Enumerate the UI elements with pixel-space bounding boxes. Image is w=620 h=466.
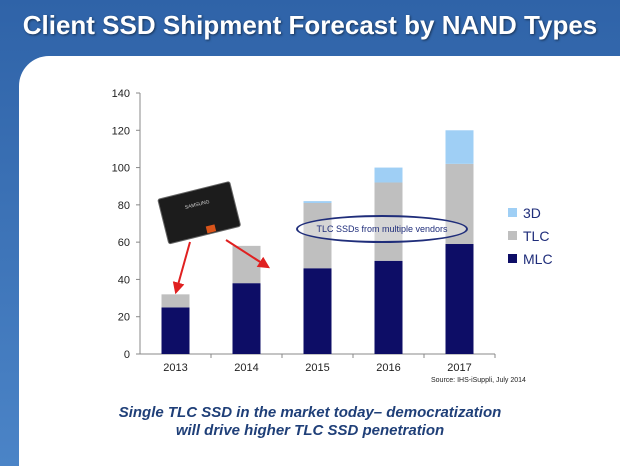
bar-mlc-2015 bbox=[303, 268, 332, 354]
caption-line-1: Single TLC SSD in the market today– demo… bbox=[118, 404, 502, 421]
legend-item-tlc: TLC bbox=[508, 224, 553, 247]
arrow-to-2013 bbox=[172, 241, 191, 295]
legend-item-3d: 3D bbox=[508, 201, 553, 224]
y-tick-label: 40 bbox=[118, 274, 130, 286]
ssd-body bbox=[157, 181, 241, 245]
legend-label-mlc: MLC bbox=[523, 250, 553, 267]
tlc-callout: TLC SSDs from multiple vendors bbox=[296, 215, 468, 243]
x-tick-label: 2013 bbox=[163, 362, 187, 374]
y-tick-label: 0 bbox=[124, 349, 130, 361]
page-title: Client SSD Shipment Forecast by NAND Typ… bbox=[22, 10, 598, 40]
source-note: Source: IHS-iSuppli, July 2014 bbox=[431, 377, 526, 384]
caption-line-2: will drive higher TLC SSD penetration bbox=[175, 422, 445, 439]
y-tick-label: 60 bbox=[118, 237, 130, 249]
legend-item-mlc: MLC bbox=[508, 247, 553, 270]
y-tick-label: 80 bbox=[118, 200, 130, 212]
y-tick-label: 120 bbox=[112, 125, 130, 137]
bar-3d-2015 bbox=[303, 201, 332, 203]
legend-swatch-tlc bbox=[508, 231, 517, 240]
bar-mlc-2016 bbox=[374, 260, 403, 354]
legend-swatch-mlc bbox=[508, 254, 517, 263]
chart-legend: 3D TLC MLC bbox=[508, 201, 553, 270]
x-tick-label: 2017 bbox=[447, 362, 471, 374]
y-tick-label: 20 bbox=[118, 312, 130, 324]
caption: Single TLC SSD in the market today– demo… bbox=[60, 404, 560, 440]
bar-mlc-2017 bbox=[445, 244, 474, 354]
x-tick-label: 2015 bbox=[305, 362, 329, 374]
x-tick-label: 2014 bbox=[234, 362, 258, 374]
bar-tlc-2014 bbox=[232, 245, 261, 284]
ssd-drive-icon: SAMSUNG bbox=[157, 181, 241, 245]
ssd-label-tag bbox=[205, 224, 217, 234]
bar-tlc-2013 bbox=[161, 294, 190, 308]
tlc-callout-text: TLC SSDs from multiple vendors bbox=[316, 224, 448, 234]
legend-swatch-3d bbox=[508, 208, 517, 217]
bar-3d-2016 bbox=[374, 167, 403, 183]
bar-mlc-2014 bbox=[232, 283, 261, 354]
legend-label-tlc: TLC bbox=[523, 227, 550, 244]
ssd-brand-text: SAMSUNG bbox=[184, 199, 210, 211]
x-tick-label: 2016 bbox=[376, 362, 400, 374]
arrow-to-2014 bbox=[225, 239, 271, 269]
y-tick-label: 140 bbox=[112, 88, 130, 100]
legend-label-3d: 3D bbox=[523, 204, 541, 221]
bar-mlc-2013 bbox=[161, 307, 190, 354]
y-tick-label: 100 bbox=[112, 163, 130, 175]
bar-3d-2017 bbox=[445, 130, 474, 164]
